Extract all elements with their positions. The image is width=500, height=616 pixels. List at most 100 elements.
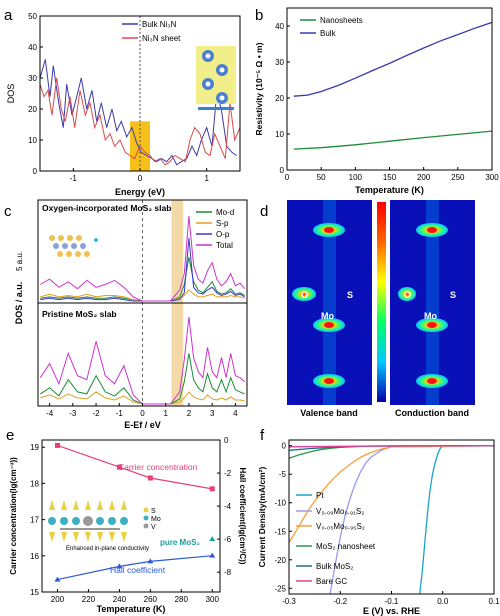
v-atom [83,516,93,526]
s-atom [97,500,103,510]
panel-f: -0.3 -0.2 -0.1 0.0 0.1 0 -5 -10 -15 -20 -25 E (V) v… [257,439,500,616]
x-axis-label: E (V) vs. RHE [363,606,420,616]
inset-caption: Enhanced in-plane conductivity [66,546,149,552]
series-label: Hall coefficient [110,565,166,575]
slab-atom [71,243,77,249]
series-line-bottom [40,391,245,405]
y-tick-label: 10 [28,136,37,145]
series-line [419,445,494,595]
legend-label: Bulk MoS₂ [316,562,353,571]
y-axis-label: DOS [6,84,16,104]
x-tick-label: 220 [82,595,96,604]
y-tick-label: 40 [28,43,37,52]
y-axis-label: Current Density(mA/cm²) [257,467,267,568]
y-tick-label: 50 [28,12,37,21]
mo-atom [120,517,128,525]
x-tick-label: 2 [187,409,192,418]
hall-point [209,552,216,558]
x-tick-label: 300 [485,173,499,182]
panel-letter: d [260,203,268,220]
y-tick-label: -25 [274,584,286,593]
y-tick-label: -10 [274,499,286,508]
x-tick-label: -0.1 [385,597,399,606]
mo-atom [48,517,56,525]
density-core [427,227,437,233]
legend-label: Bare GC [316,577,347,586]
series-line [293,130,493,150]
x-tick-label: 0.1 [488,597,500,606]
plot-frame [286,7,493,171]
map-title: Valence band [300,408,358,418]
series-line-bottom [40,353,245,405]
adsorbate-atom [94,238,98,242]
inset-colorbar [198,107,234,110]
y-tick-label: 0 [224,436,229,445]
s-atom [49,500,55,510]
y-tick-label: -6 [224,535,232,544]
x-tick-label: 0 [140,409,145,418]
legend-label: S-p [216,219,229,228]
top-panel-label: Oxygen-incorporated MoS₂ slab [42,203,171,213]
series-line [293,21,493,97]
atom-highlight [205,53,211,59]
y-tick-label: 0 [282,442,287,451]
x-axis-label: Energy (eV) [115,187,165,197]
mo-atom [108,517,116,525]
panel-b: 0 50 100 150 200 250 300 0 10 20 30 40 Temperature (… [254,7,499,195]
panel-d: O S Mo Valence band O S Mo Conduction band [287,200,475,418]
x-tick-label: 1 [204,174,209,183]
mo-atom [60,517,68,525]
panel-e: 200 220 240 260 280 300 15 16 17 18 19 0 -2 -4 -6 -8 Tem… [9,436,247,614]
scale-label: 5 a.u. [15,251,24,271]
y-axis-label: Resistivity (10⁻⁵ Ω • m) [254,42,264,135]
x-axis-label: Temperature (K) [355,185,424,195]
carrier-point [209,486,215,492]
legend-label: Bulk [320,29,337,38]
atom-label-o: O [404,290,411,300]
series-line-top [40,289,245,302]
carrier-point [116,464,122,470]
colorbar [377,202,386,402]
x-tick-label: 300 [206,595,220,604]
structure-inset [196,46,236,110]
x-tick-label: 0 [138,174,143,183]
x-tick-label: 200 [417,173,431,182]
s-atom [61,532,67,542]
x-tick-label: 3 [210,409,215,418]
s-atom [49,532,55,542]
s-atom [85,532,91,542]
inset-legend-label: S [151,508,156,515]
x-tick-label: 280 [175,595,189,604]
y-tick-label: 17 [30,516,39,525]
x-tick-label: -3 [69,409,77,418]
panel-letter: c [4,203,12,220]
x-tick-label: 150 [383,173,397,182]
density-core [427,322,437,328]
y-tick-label: 19 [30,443,39,452]
inset-legend-dot [143,507,149,513]
slab-atom [80,243,86,249]
x-tick-label: -2 [92,409,100,418]
atom-label-s: S [450,290,456,300]
y-tick-label: 16 [30,552,39,561]
pure-mos2-point [209,536,216,542]
slab-inset [49,235,98,257]
y-tick-label: 15 [30,588,39,597]
x-tick-label: 240 [113,595,127,604]
legend-label: V₀.₀₉Mo₀.₉₁S₂ [316,507,364,516]
legend-label: Bulk Ni₃N [142,20,177,29]
density-core [324,378,334,384]
density-core [324,322,334,328]
s-atom [73,532,79,542]
hall-point [54,576,61,582]
y-tick-label: 30 [28,74,37,83]
panel-c: -4 -3 -2 -1 0 1 2 3 4 E-Ef / eV DOS / a.u. 5 a.u. Ox… [14,199,248,430]
slab-atom [57,251,63,257]
slab-atom [62,243,68,249]
atom-label-mo: Mo [321,311,334,321]
inset-legend-dot [143,523,149,529]
carrier-line [57,444,213,490]
series-line-top [40,237,245,302]
o-site-density [398,287,416,301]
